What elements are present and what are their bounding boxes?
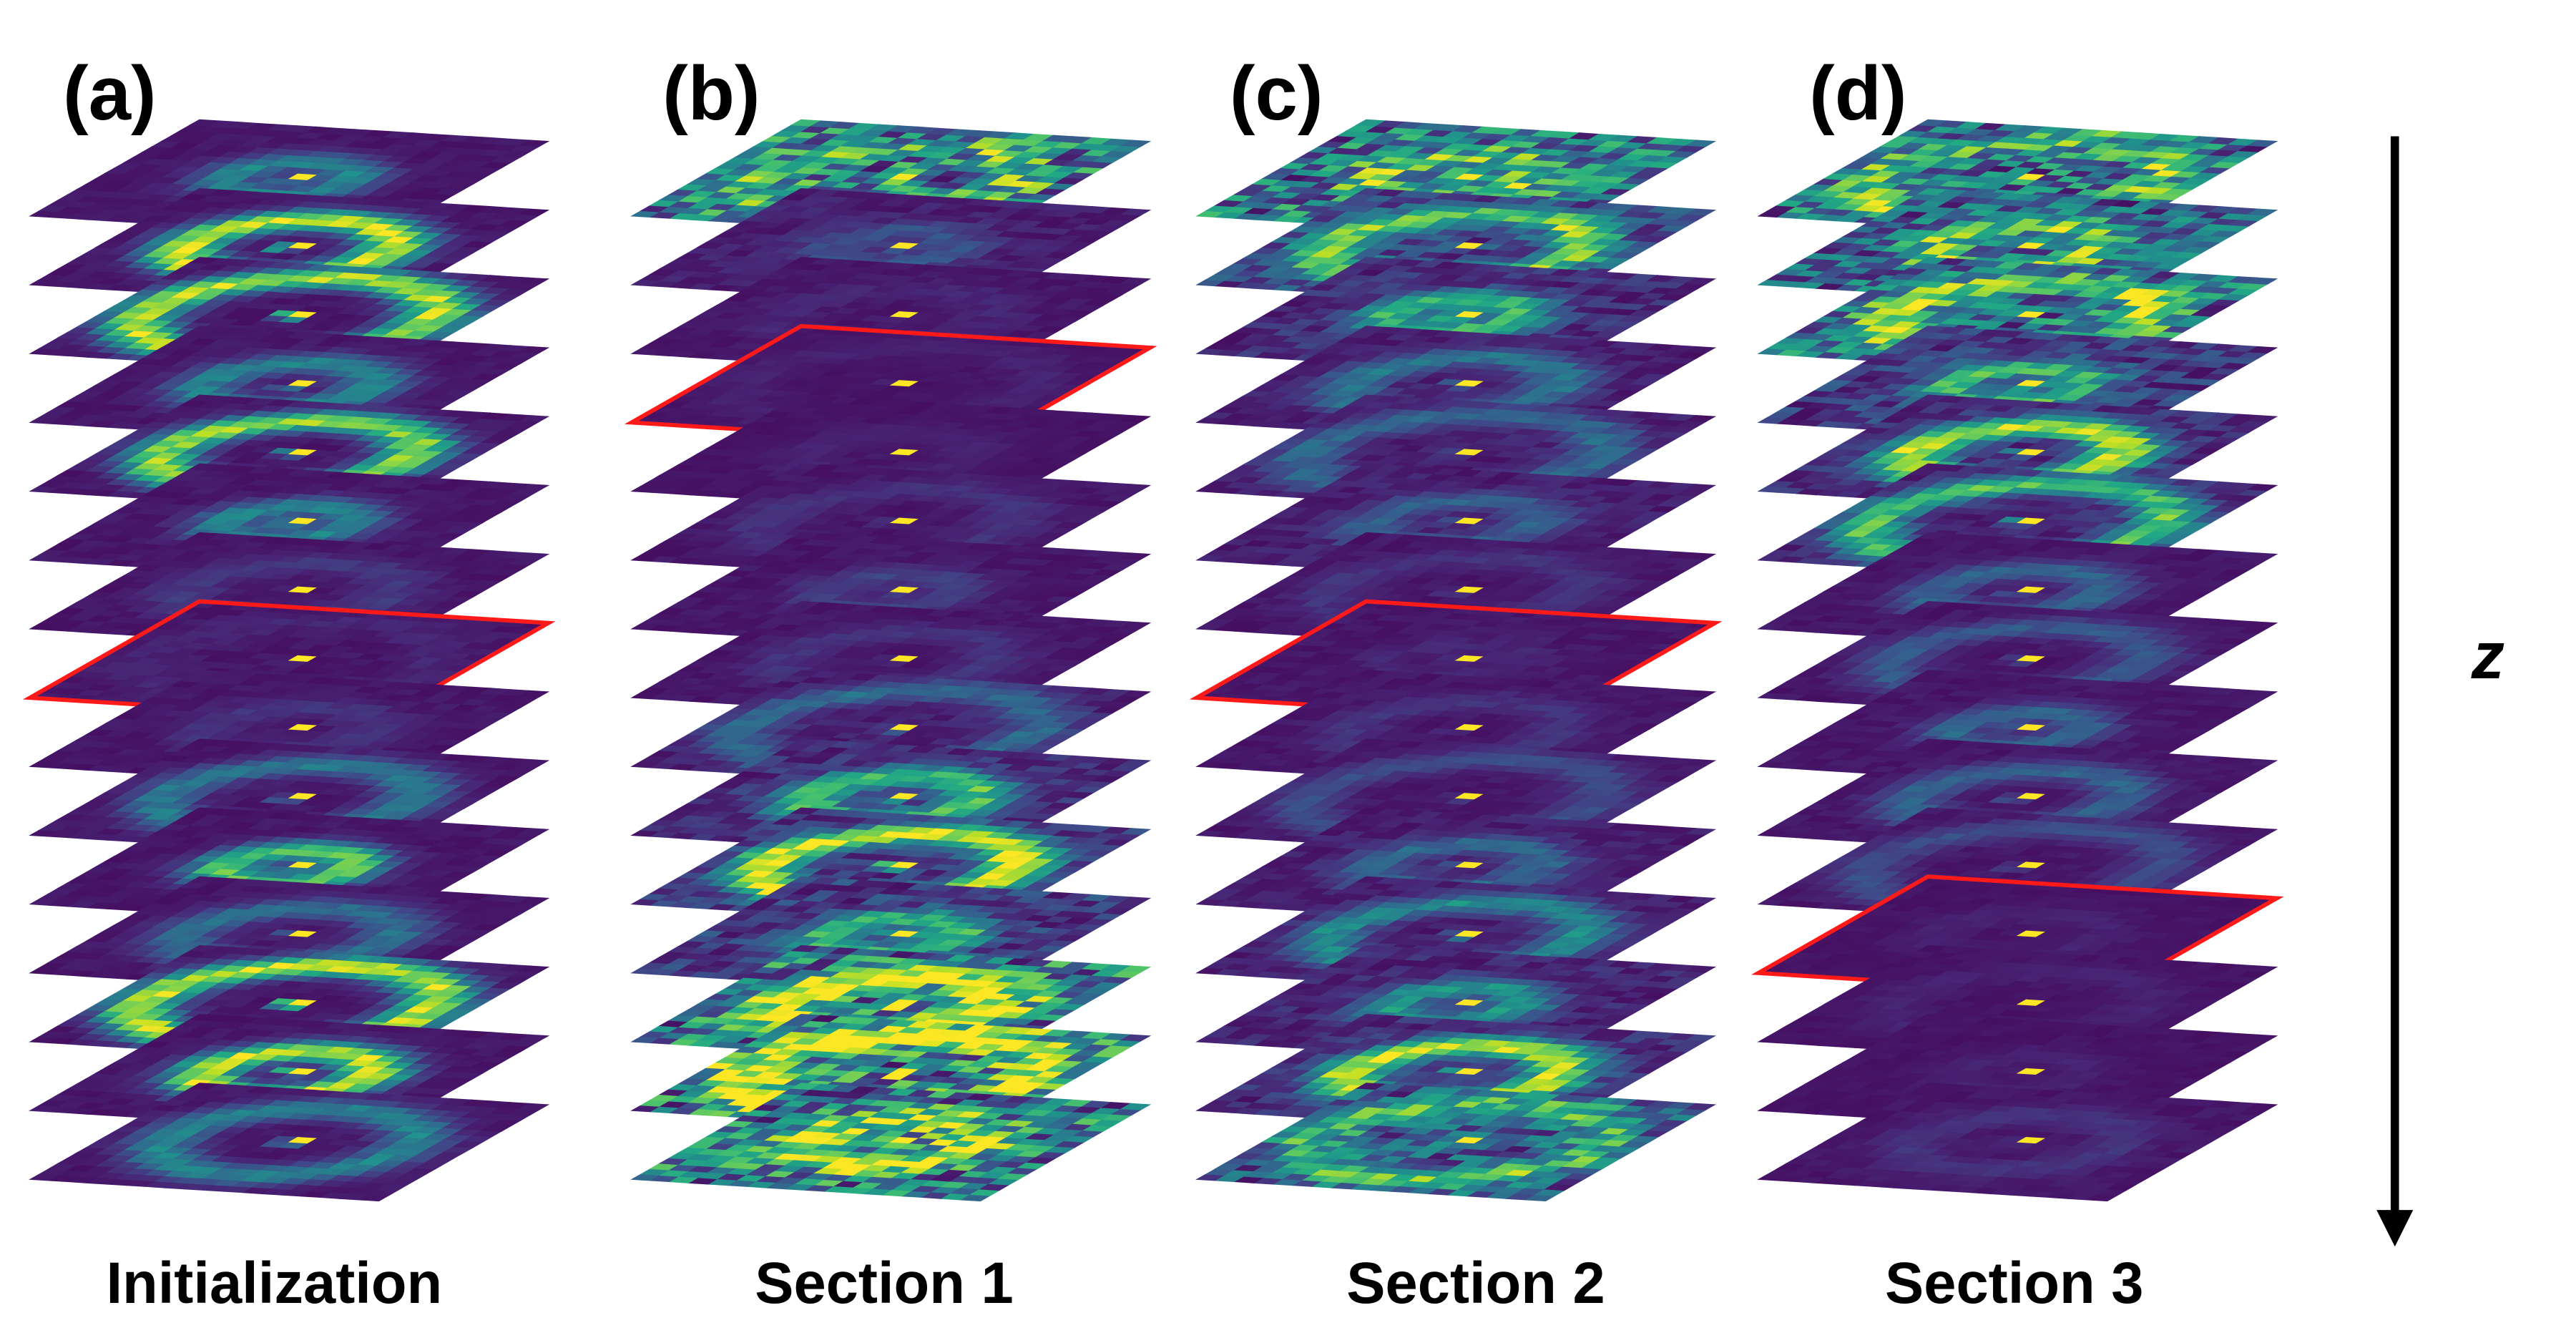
layer-stack [624, 119, 1157, 1202]
layer-stack [22, 119, 556, 1202]
layer [29, 119, 550, 238]
layer-stacks [22, 119, 2284, 1202]
